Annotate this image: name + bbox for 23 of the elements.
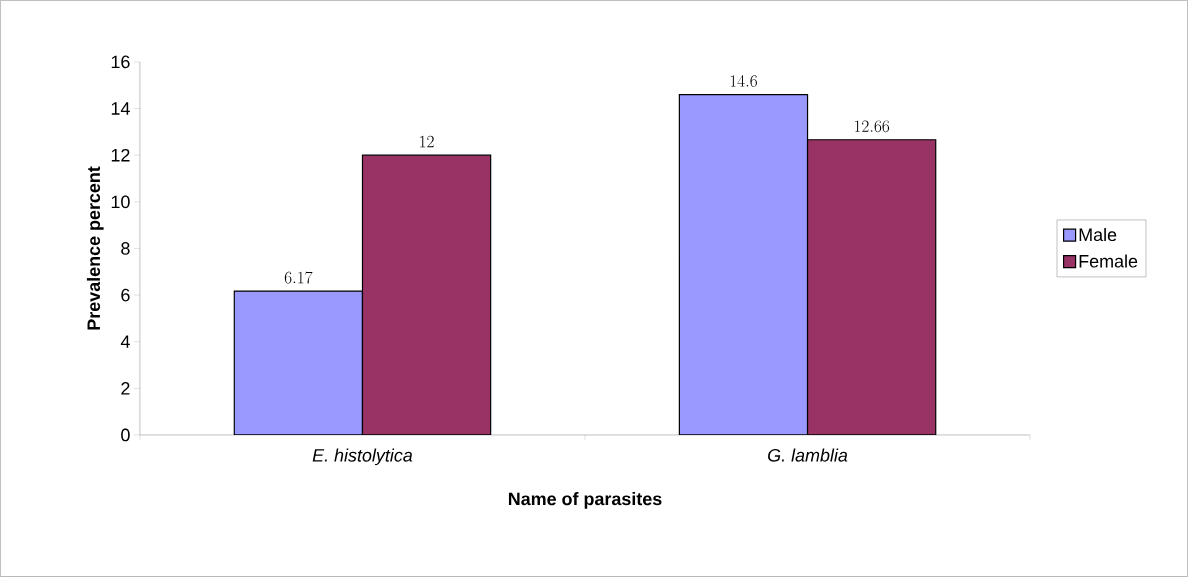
y-tick-label: 2 xyxy=(121,382,130,395)
bar xyxy=(233,290,364,436)
x-axis-title: Name of parasites xyxy=(508,492,662,509)
y-axis-title: Prevalence percent xyxy=(86,166,104,330)
bar xyxy=(361,154,492,436)
y-tick-label: 6 xyxy=(121,288,130,302)
data-label: 14.6 xyxy=(730,75,757,87)
data-label: 12.66 xyxy=(855,120,890,133)
data-label: 6. 17 xyxy=(284,271,313,284)
y-tick-label: 0 xyxy=(121,428,130,442)
bar xyxy=(806,139,937,436)
legend-label: Female xyxy=(1079,254,1138,268)
y-tick-label: 12 xyxy=(111,148,130,162)
x-tick-label: E. histolytica xyxy=(312,448,413,466)
x-tick-label: G. lamblia xyxy=(768,448,848,462)
y-tick-label: 8 xyxy=(121,242,130,255)
bar xyxy=(678,93,809,436)
y-tick-label: 4 xyxy=(120,335,130,348)
y-tick-label: 16 xyxy=(111,55,130,69)
y-tick-label: 14 xyxy=(111,102,130,115)
legend-label: Male xyxy=(1079,227,1117,242)
data-label: 12 xyxy=(420,135,434,148)
y-tick-label: 10 xyxy=(111,195,130,209)
